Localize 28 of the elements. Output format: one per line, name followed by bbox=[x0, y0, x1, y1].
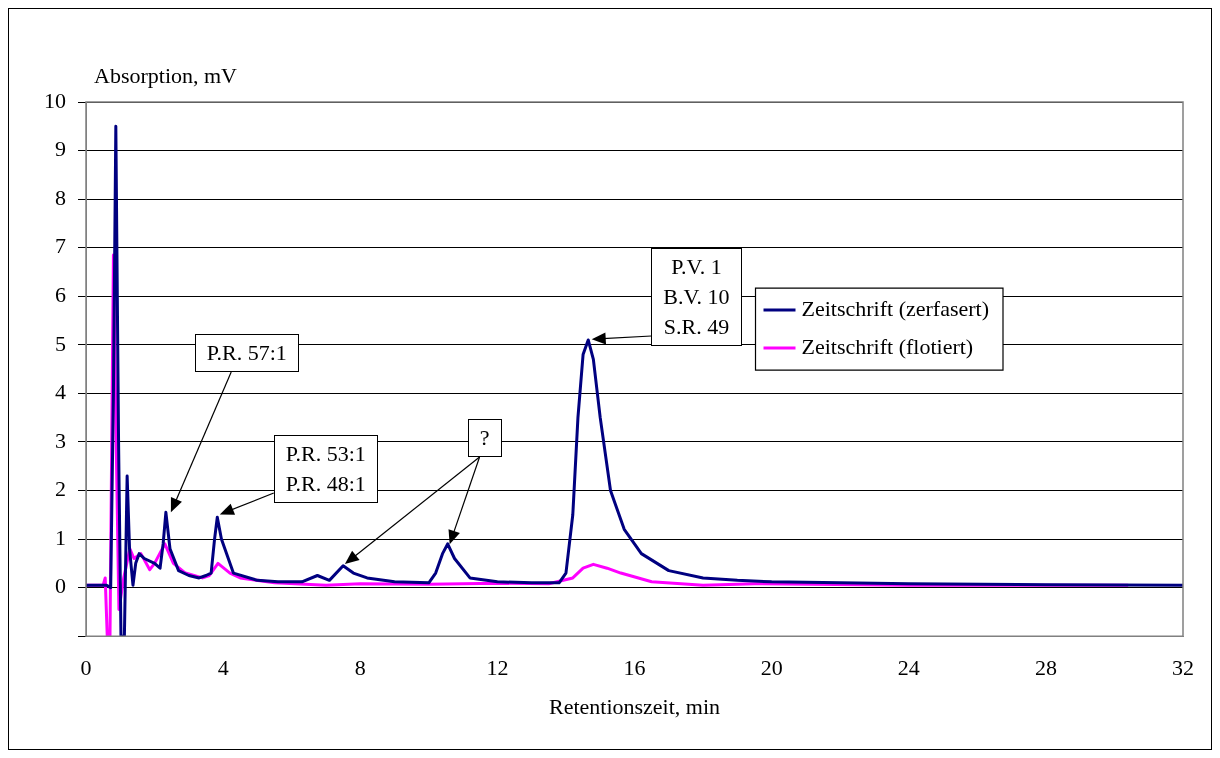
x-tick-label: 20 bbox=[760, 655, 783, 681]
y-tick-label: 3 bbox=[55, 427, 66, 453]
x-tick-label: 16 bbox=[623, 655, 646, 681]
y-tick-label: 5 bbox=[55, 330, 66, 356]
x-tick-label: 12 bbox=[486, 655, 509, 681]
y-tick-label: 8 bbox=[55, 184, 66, 210]
legend-label: Zeitschrift (zerfasert) bbox=[801, 295, 990, 321]
y-tick-label: 4 bbox=[55, 379, 66, 405]
y-tick-label: 9 bbox=[55, 136, 66, 162]
x-tick-label: 28 bbox=[1034, 655, 1057, 681]
y-tick-label: 2 bbox=[55, 476, 66, 502]
x-tick-label: 24 bbox=[897, 655, 920, 681]
x-axis-title: Retentionszeit, min bbox=[548, 693, 721, 719]
annotation: P.R. 57:1 bbox=[194, 334, 299, 373]
y-tick-label: 0 bbox=[55, 573, 66, 599]
y-axis-title: Absorption, mV bbox=[94, 62, 238, 88]
y-tick-label: 7 bbox=[55, 233, 66, 259]
x-tick-label: 0 bbox=[80, 655, 92, 681]
x-tick-label: 4 bbox=[217, 655, 229, 681]
x-tick-label: 8 bbox=[354, 655, 366, 681]
y-tick-label: 10 bbox=[44, 87, 66, 113]
annotation: ? bbox=[467, 419, 502, 457]
x-tick-label: 32 bbox=[1172, 655, 1194, 681]
annotation: P.R. 53:1 P.R. 48:1 bbox=[273, 434, 378, 503]
y-tick-label: 1 bbox=[55, 524, 66, 550]
annotation: P.V. 1 B.V. 10 S.R. 49 bbox=[651, 247, 742, 346]
y-tick-label: 6 bbox=[55, 282, 66, 308]
legend-label: Zeitschrift (flotiert) bbox=[801, 333, 974, 359]
